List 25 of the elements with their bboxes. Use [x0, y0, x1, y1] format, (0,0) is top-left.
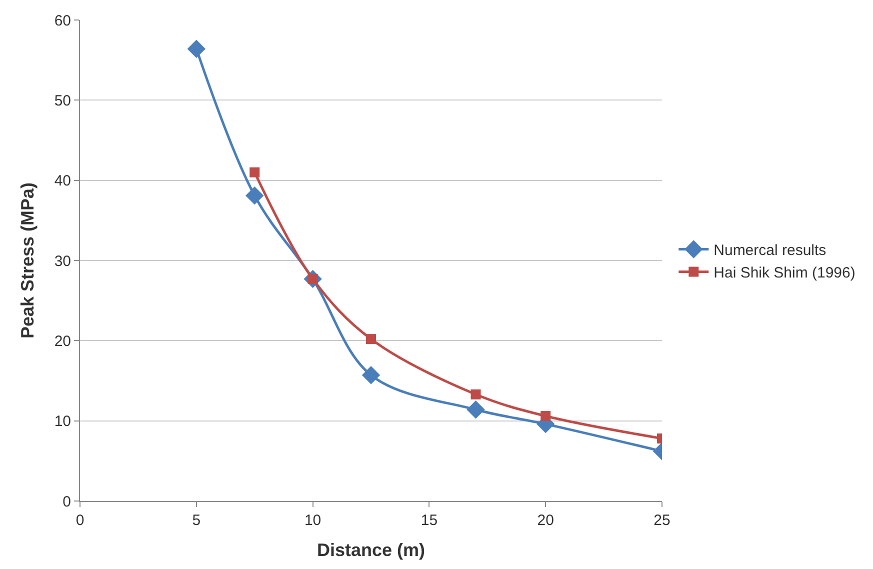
legend-label: Numercal results	[714, 242, 826, 260]
point	[250, 167, 260, 178]
point	[187, 40, 206, 58]
point	[246, 186, 264, 205]
y-tick-label: 20	[54, 332, 71, 350]
x-tick-label: 5	[192, 512, 201, 529]
y-tick-label: 60	[54, 12, 71, 30]
y-tick-label: 50	[54, 92, 71, 110]
x-tick-label: 25	[654, 512, 670, 529]
point	[540, 411, 551, 422]
x-tick-label: 10	[304, 512, 322, 529]
x-tick-label: 0	[76, 512, 84, 529]
y-tick-label: 30	[54, 252, 71, 270]
x-axis-title: Distance (m)	[316, 540, 426, 560]
point	[466, 400, 485, 419]
point	[362, 366, 380, 384]
x-tick-label: 15	[420, 512, 438, 529]
point	[470, 389, 481, 400]
legend-label: Hai Shik Shim (1996)	[714, 264, 856, 282]
point	[366, 334, 376, 344]
y-tick-label: 10	[54, 413, 71, 430]
y-tick-label: 0	[62, 493, 71, 510]
y-tick-label: 40	[54, 172, 71, 190]
y-axis-title: Peak Stress (MPa)	[18, 182, 38, 339]
x-tick-label: 20	[537, 512, 554, 529]
